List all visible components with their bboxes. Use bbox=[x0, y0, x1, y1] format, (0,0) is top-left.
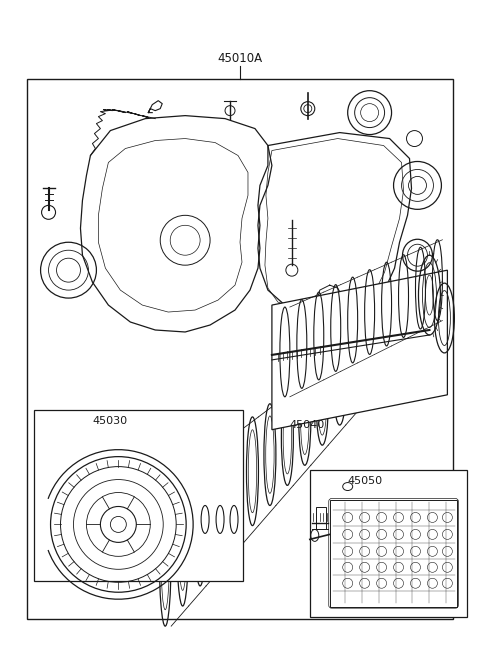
Bar bbox=[26, 79, 454, 619]
Bar bbox=[34, 410, 243, 581]
Polygon shape bbox=[272, 270, 447, 430]
Text: 45040: 45040 bbox=[290, 420, 325, 430]
Bar bbox=[330, 499, 457, 607]
Text: 45030: 45030 bbox=[93, 416, 128, 426]
Bar bbox=[310, 470, 468, 617]
Text: 45010A: 45010A bbox=[217, 52, 263, 66]
Bar bbox=[316, 508, 326, 529]
Text: 45050: 45050 bbox=[348, 476, 383, 485]
